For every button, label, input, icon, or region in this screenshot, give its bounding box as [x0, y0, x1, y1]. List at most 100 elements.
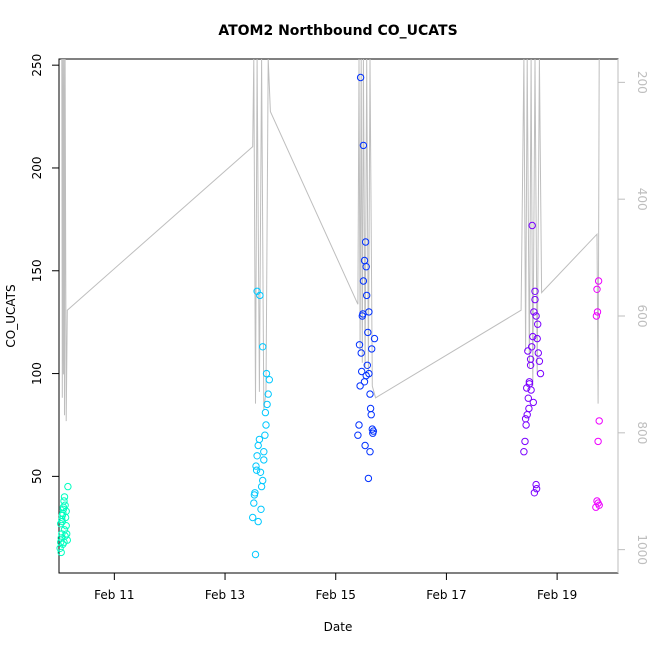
series-3	[520, 221, 545, 497]
secondary-y-axis: 200 400 600 800 1000	[617, 59, 649, 573]
data-point	[370, 334, 379, 343]
data-point	[593, 308, 602, 316]
data-point	[57, 538, 65, 546]
data-point	[356, 73, 365, 82]
data-point	[536, 369, 545, 378]
data-point	[364, 328, 372, 337]
data-point	[530, 308, 538, 316]
data-point	[525, 404, 533, 413]
data-point	[58, 515, 66, 524]
data-point	[256, 291, 264, 300]
data-point	[362, 371, 370, 380]
data-point	[525, 378, 534, 386]
data-point	[250, 499, 258, 507]
data-point	[593, 285, 601, 293]
data-point	[368, 345, 376, 353]
data-point	[60, 493, 69, 501]
y-tick-label: 200	[30, 157, 44, 180]
x-tick-label: Feb 15	[316, 588, 356, 602]
data-point	[523, 384, 531, 392]
data-point	[362, 263, 370, 271]
data-point	[60, 497, 68, 505]
data-point	[532, 485, 541, 493]
trace-line	[61, 58, 600, 422]
data-point	[265, 376, 273, 384]
x-tick-label: Feb 13	[205, 588, 245, 602]
data-point	[261, 408, 270, 417]
data-point	[526, 361, 535, 369]
data-point	[528, 221, 536, 230]
chart-title: ATOM2 Northbound CO_UCATS	[218, 23, 457, 39]
data-point	[360, 378, 369, 386]
data-point	[261, 431, 269, 439]
y-axis: 50 100 150 200 250	[30, 54, 60, 484]
data-point	[253, 452, 261, 460]
data-point	[595, 501, 603, 509]
data-point	[355, 341, 364, 349]
data-point	[521, 415, 530, 423]
y-tick-label: 150	[30, 259, 44, 282]
x-axis: Feb 11 Feb 13 Feb 15 Feb 17 Feb 19	[94, 572, 577, 602]
data-point	[356, 382, 364, 390]
data-point	[254, 517, 262, 526]
data-point	[531, 295, 539, 304]
data-point	[592, 312, 601, 320]
y2-tick-label: 200	[635, 71, 649, 94]
data-point	[358, 367, 366, 376]
x-tick-label: Feb 17	[426, 588, 466, 602]
data-point	[524, 347, 532, 355]
data-point	[594, 277, 603, 285]
data-point	[359, 310, 367, 318]
data-point	[260, 448, 268, 456]
data-point	[252, 462, 260, 470]
data-point	[528, 343, 536, 351]
x-tick-label: Feb 19	[537, 588, 577, 602]
data-point	[522, 421, 530, 429]
data-point	[361, 238, 370, 246]
data-point	[254, 441, 262, 450]
data-point	[369, 429, 377, 437]
y2-tick-label: 400	[635, 188, 649, 211]
y2-tick-label: 800	[635, 421, 649, 444]
data-point	[256, 468, 265, 476]
data-point	[595, 417, 603, 425]
data-point	[354, 431, 362, 439]
data-point	[257, 482, 266, 491]
data-point	[359, 141, 368, 150]
data-point	[527, 386, 535, 394]
series-2	[354, 73, 379, 483]
data-point	[259, 476, 267, 485]
series-4	[592, 277, 603, 511]
data-point	[252, 466, 261, 474]
data-point	[60, 538, 68, 546]
data-point	[521, 437, 529, 446]
data-point	[262, 369, 271, 378]
data-point	[357, 349, 365, 357]
data-point	[594, 437, 602, 446]
data-point	[259, 343, 267, 351]
data-point	[531, 287, 539, 295]
data-point	[57, 520, 65, 528]
data-point	[523, 411, 531, 419]
series-1	[249, 287, 273, 559]
y2-tick-label: 600	[635, 305, 649, 328]
y-axis-label: CO_UCATS	[4, 284, 18, 347]
data-point	[64, 482, 72, 491]
data-point	[57, 548, 65, 557]
data-point	[58, 511, 66, 520]
x-tick-label: Feb 11	[94, 588, 134, 602]
x-axis-label: Date	[324, 620, 353, 634]
data-point	[366, 448, 374, 456]
data-point	[366, 404, 375, 413]
data-point	[366, 390, 374, 398]
data-point	[255, 435, 264, 444]
data-point	[262, 421, 270, 429]
data-point	[534, 320, 542, 328]
data-point	[250, 491, 259, 499]
series-0	[56, 482, 72, 557]
data-point	[524, 394, 532, 402]
data-point	[355, 421, 363, 429]
data-point	[529, 398, 537, 407]
data-point	[61, 501, 69, 509]
